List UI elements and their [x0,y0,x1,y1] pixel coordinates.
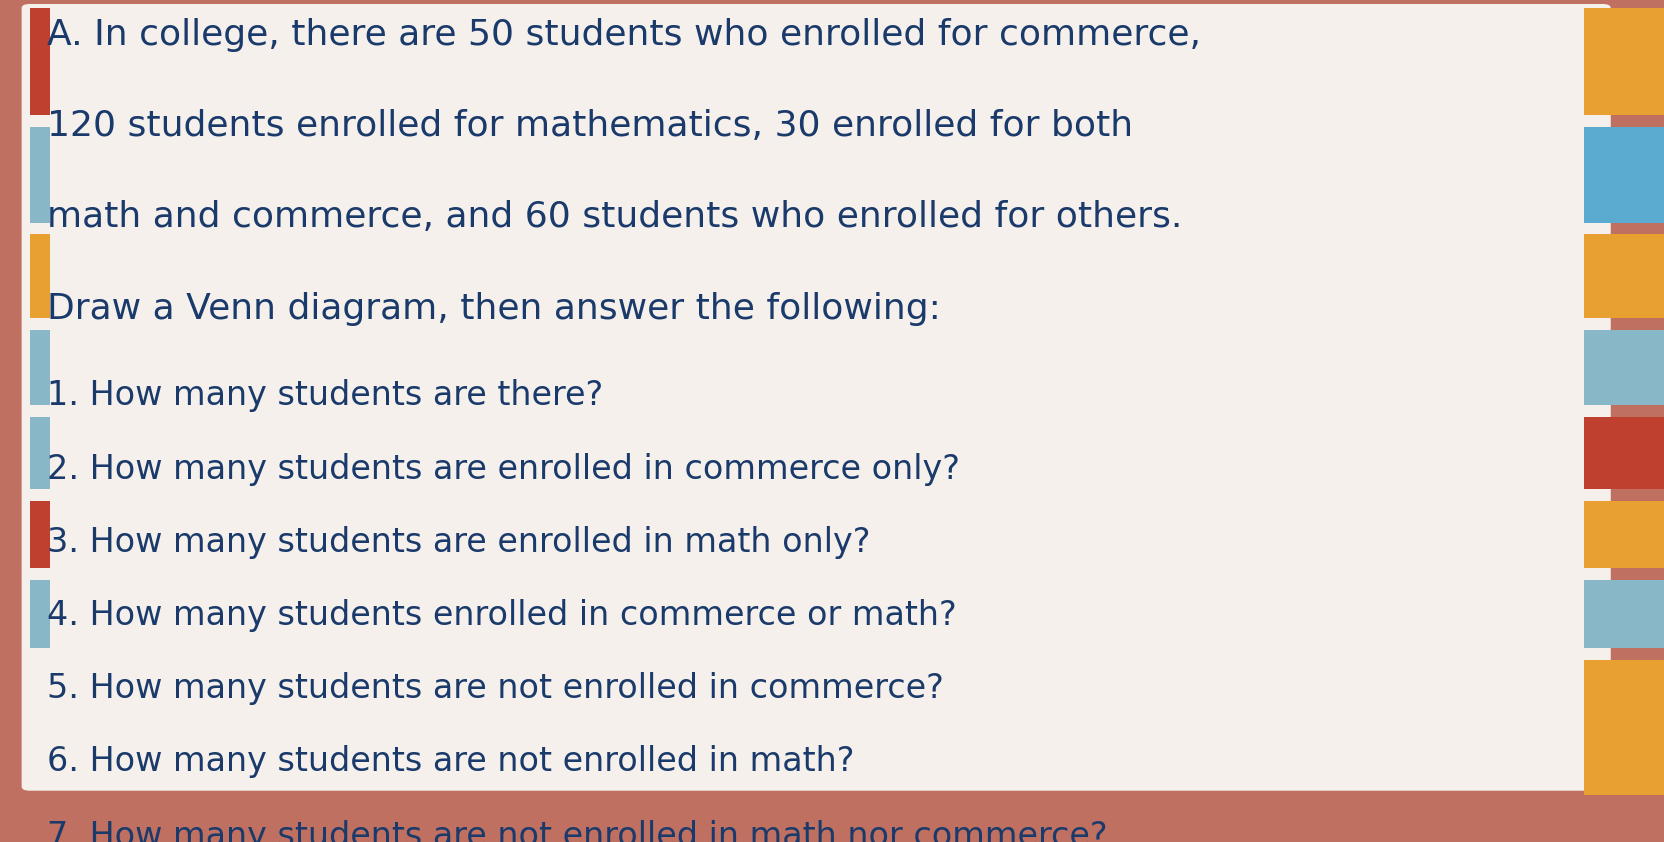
Bar [1584,659,1664,795]
Text: 7. How many students are not enrolled in math nor commerce?: 7. How many students are not enrolled in… [47,819,1107,842]
Bar [1584,127,1664,222]
Text: 120 students enrolled for mathematics, 30 enrolled for both: 120 students enrolled for mathematics, 3… [47,109,1133,143]
Bar [1584,234,1664,318]
Bar [30,501,50,568]
Text: A. In college, there are 50 students who enrolled for commerce,: A. In college, there are 50 students who… [47,18,1201,51]
Bar [30,580,50,647]
Text: 4. How many students enrolled in commerce or math?: 4. How many students enrolled in commerc… [47,599,957,632]
Text: 2. How many students are enrolled in commerce only?: 2. How many students are enrolled in com… [47,453,960,487]
Text: 3. How many students are enrolled in math only?: 3. How many students are enrolled in mat… [47,526,870,559]
Bar [30,127,50,222]
Bar [1584,501,1664,568]
Bar [1584,8,1664,115]
Bar [30,417,50,488]
Bar [30,234,50,318]
Bar [30,330,50,405]
Text: Draw a Venn diagram, then answer the following:: Draw a Venn diagram, then answer the fol… [47,292,940,326]
Text: 5. How many students are not enrolled in commerce?: 5. How many students are not enrolled in… [47,672,943,705]
Text: math and commerce, and 60 students who enrolled for others.: math and commerce, and 60 students who e… [47,200,1181,234]
Bar [1584,417,1664,488]
Bar [1584,330,1664,405]
Text: 1. How many students are there?: 1. How many students are there? [47,379,602,412]
Text: 6. How many students are not enrolled in math?: 6. How many students are not enrolled in… [47,745,854,778]
Bar [30,8,50,115]
Bar [1584,580,1664,647]
FancyBboxPatch shape [22,4,1611,791]
